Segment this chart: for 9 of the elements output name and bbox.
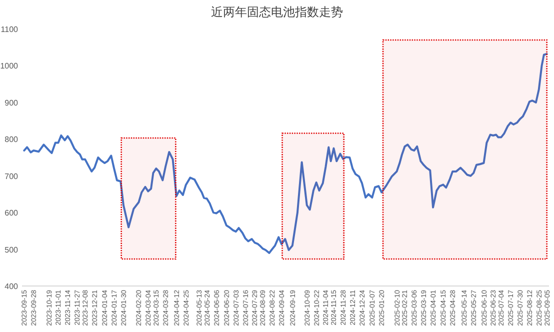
ytick: 800: [4, 135, 18, 144]
ytick: 700: [4, 172, 18, 181]
ytick: 900: [4, 98, 18, 108]
ytick: 500: [4, 245, 18, 254]
ytick: 1100: [0, 25, 18, 34]
ytick: 600: [4, 208, 18, 218]
title: 近两年固态电池指数走势: [211, 5, 343, 19]
ytick: 1000: [0, 62, 18, 71]
ytick: 400: [4, 282, 18, 291]
